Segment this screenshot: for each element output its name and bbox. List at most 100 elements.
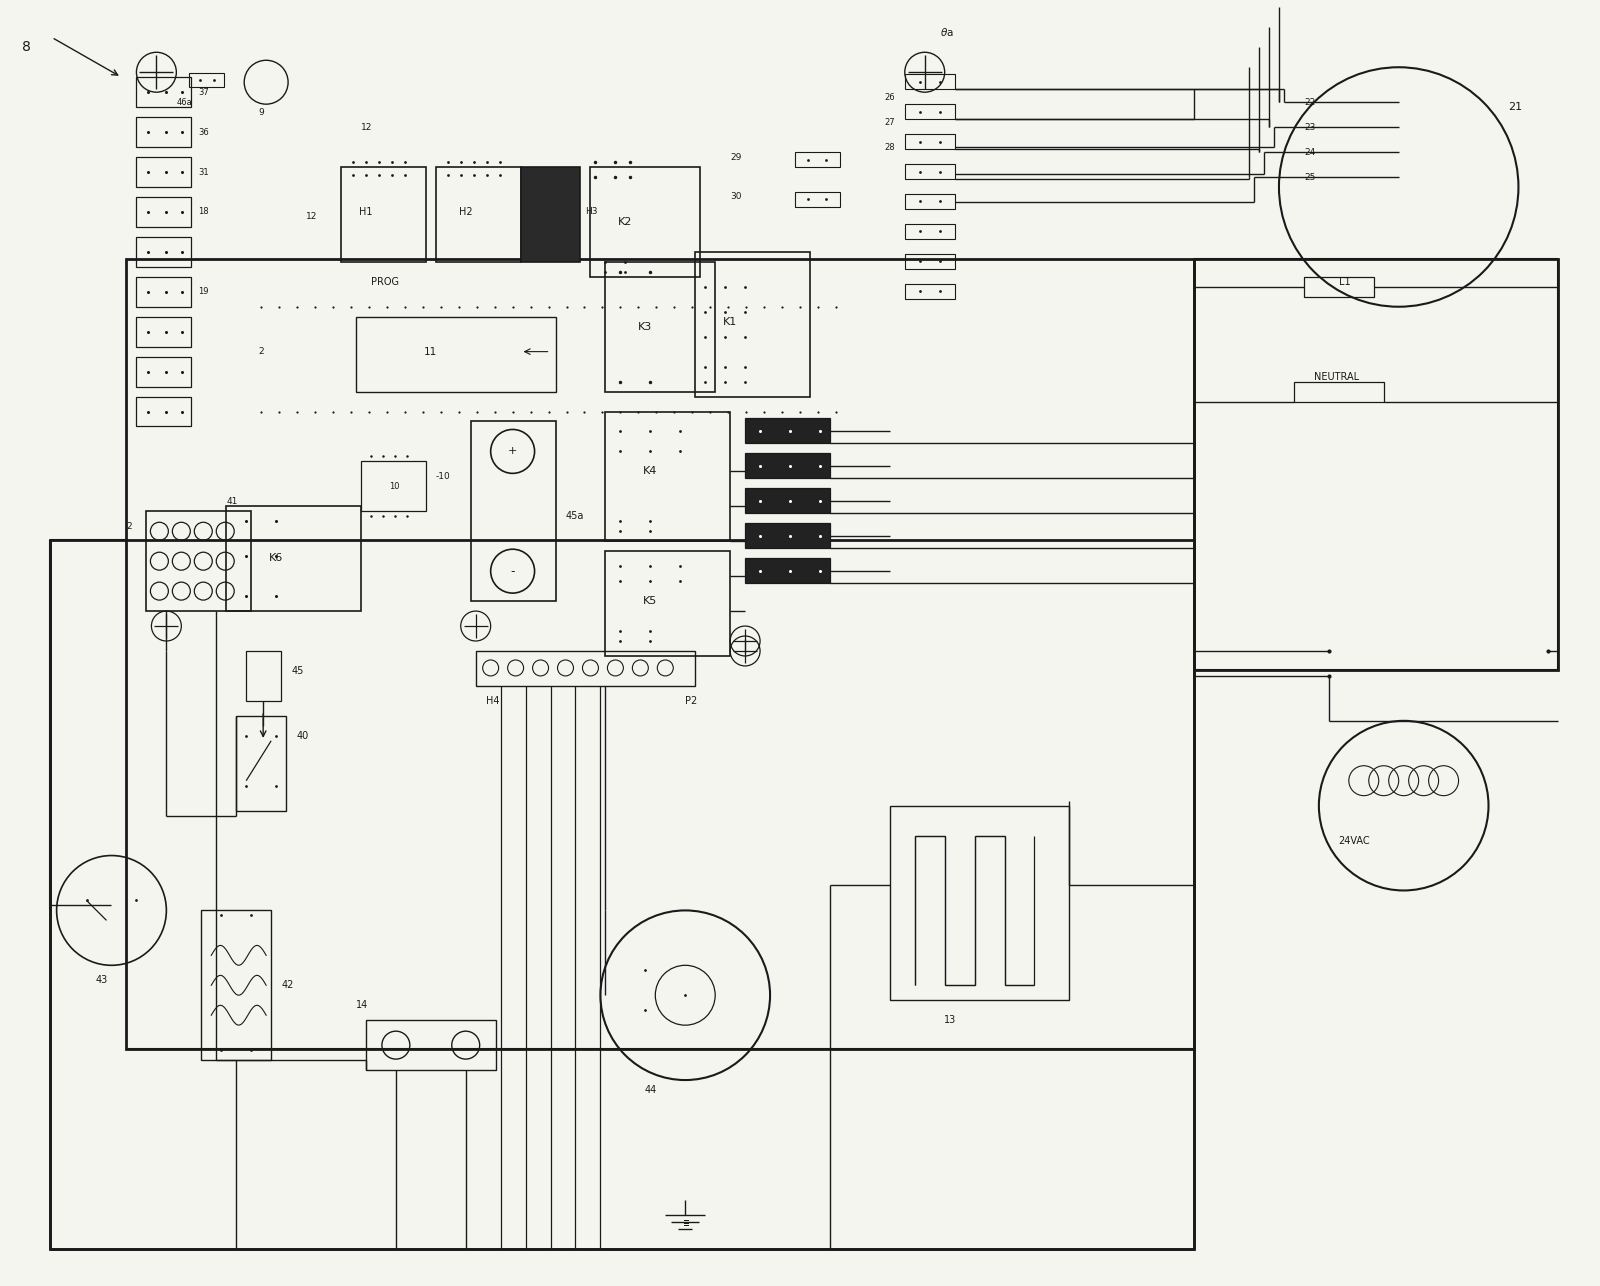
Bar xyxy=(746,558,830,583)
Bar xyxy=(904,253,955,269)
Text: 30: 30 xyxy=(730,193,742,202)
Text: -: - xyxy=(510,565,515,577)
Bar xyxy=(904,104,955,120)
Text: 44: 44 xyxy=(645,1085,656,1096)
Text: 10: 10 xyxy=(389,482,398,491)
Bar xyxy=(746,418,830,444)
Text: $\theta$a: $\theta$a xyxy=(939,26,954,39)
Text: H4: H4 xyxy=(486,696,499,706)
Bar xyxy=(136,396,192,427)
Bar xyxy=(341,167,426,262)
Text: 31: 31 xyxy=(198,167,210,176)
Bar xyxy=(136,237,192,266)
Text: 42: 42 xyxy=(282,980,293,990)
Bar xyxy=(904,75,955,89)
Text: L1: L1 xyxy=(1339,276,1350,287)
Bar xyxy=(147,512,251,611)
Text: 12: 12 xyxy=(306,212,317,221)
Bar xyxy=(590,167,701,276)
Bar xyxy=(136,77,192,107)
Text: 13: 13 xyxy=(944,1015,955,1025)
Text: K2: K2 xyxy=(618,217,632,226)
Bar xyxy=(362,462,426,512)
Bar xyxy=(136,316,192,347)
Text: 45a: 45a xyxy=(565,512,584,521)
Bar xyxy=(1194,258,1558,670)
Bar xyxy=(520,167,581,262)
Bar xyxy=(746,454,830,478)
Bar xyxy=(904,165,955,179)
Bar xyxy=(746,489,830,513)
Text: K4: K4 xyxy=(643,467,658,476)
Text: 14: 14 xyxy=(355,1001,368,1011)
Bar xyxy=(136,356,192,387)
Bar xyxy=(904,194,955,208)
Text: 22: 22 xyxy=(1304,98,1315,107)
Text: 19: 19 xyxy=(198,287,210,296)
Bar xyxy=(126,258,1194,1049)
Bar xyxy=(890,805,1069,1001)
Bar xyxy=(795,192,840,207)
Bar xyxy=(605,412,730,541)
Text: 29: 29 xyxy=(730,153,741,162)
Text: 36: 36 xyxy=(198,127,210,136)
Bar xyxy=(1294,382,1384,401)
Text: 12: 12 xyxy=(362,122,373,131)
Text: 2: 2 xyxy=(126,522,133,531)
Text: 24VAC: 24VAC xyxy=(1338,836,1370,846)
Bar xyxy=(475,651,696,685)
Bar xyxy=(50,540,1194,1249)
Text: 11: 11 xyxy=(424,347,437,356)
Text: K5: K5 xyxy=(643,597,658,606)
Bar xyxy=(136,197,192,226)
Text: 46a: 46a xyxy=(176,98,192,107)
Text: 24: 24 xyxy=(1304,148,1315,157)
Text: K3: K3 xyxy=(638,322,653,332)
Bar xyxy=(795,152,840,167)
Bar xyxy=(202,910,270,1060)
Text: -10: -10 xyxy=(435,472,451,481)
Bar xyxy=(605,262,715,391)
Bar xyxy=(136,117,192,147)
Text: NEUTRAL: NEUTRAL xyxy=(1314,372,1358,382)
Text: 41: 41 xyxy=(226,496,238,505)
Bar xyxy=(226,507,362,611)
Bar xyxy=(1304,276,1374,297)
Text: K6: K6 xyxy=(269,553,283,563)
Text: H2: H2 xyxy=(459,207,472,217)
Bar xyxy=(470,422,555,601)
Text: 18: 18 xyxy=(198,207,210,216)
Bar xyxy=(904,224,955,239)
Text: 45: 45 xyxy=(291,666,304,676)
Text: 8: 8 xyxy=(22,40,30,54)
Text: 28: 28 xyxy=(885,143,896,152)
Bar xyxy=(904,134,955,149)
Text: PROG: PROG xyxy=(371,276,398,287)
Text: 21: 21 xyxy=(1509,102,1523,112)
Text: +: + xyxy=(507,446,517,457)
Text: 26: 26 xyxy=(885,93,896,102)
Text: $\overline{\overline{\overline{\;}}}$: $\overline{\overline{\overline{\;}}}$ xyxy=(683,1219,688,1229)
Bar xyxy=(435,167,520,262)
Text: 27: 27 xyxy=(885,117,896,126)
Bar xyxy=(246,651,282,701)
Text: 43: 43 xyxy=(96,975,107,985)
Text: 2: 2 xyxy=(258,347,264,356)
Bar xyxy=(189,73,224,87)
Text: 40: 40 xyxy=(296,730,309,741)
Text: 37: 37 xyxy=(198,87,210,96)
Text: 25: 25 xyxy=(1304,172,1315,181)
Bar xyxy=(366,1020,496,1070)
Bar xyxy=(136,157,192,186)
Bar xyxy=(696,252,810,396)
Text: P2: P2 xyxy=(685,696,698,706)
Bar xyxy=(904,284,955,298)
Text: H3: H3 xyxy=(586,207,598,216)
Text: K1: K1 xyxy=(723,316,738,327)
Text: 23: 23 xyxy=(1304,122,1315,131)
Text: 9: 9 xyxy=(258,108,264,117)
Bar xyxy=(237,716,286,810)
Bar xyxy=(605,552,730,656)
Bar xyxy=(355,316,555,391)
Text: H1: H1 xyxy=(358,207,373,217)
